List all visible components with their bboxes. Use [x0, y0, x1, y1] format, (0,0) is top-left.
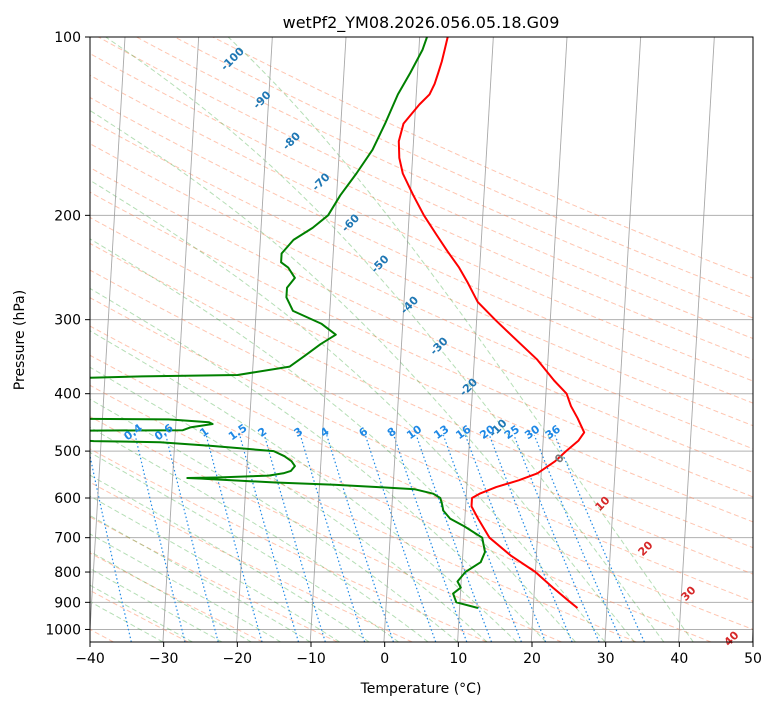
dry-adiabat-line: [90, 53, 753, 361]
x-tick-label: 40: [670, 651, 688, 667]
x-tick-label: 20: [523, 651, 541, 667]
dry-adiabat-line: [90, 481, 413, 642]
mixing-ratio-line: [90, 453, 132, 642]
mixing-ratio-lines: [90, 434, 645, 642]
y-tick-label: 200: [54, 208, 81, 224]
y-axis-label: Pressure (hPa): [12, 290, 28, 390]
y-tick-label: 400: [54, 387, 81, 403]
mixing-ratio-line: [134, 435, 186, 642]
dry-adiabat-line: [212, 37, 753, 279]
isotherm-line: [604, 37, 642, 642]
moist-adiabats: [90, 37, 694, 642]
moist-adiabat-line: [90, 495, 340, 642]
x-tick-label: 50: [744, 651, 762, 667]
plot-background: [90, 37, 753, 642]
dry-adiabat-line: [90, 242, 753, 549]
y-tick-label: 300: [54, 313, 81, 329]
y-tick-label: 800: [54, 565, 81, 581]
dry-adiabat-line: [90, 191, 753, 498]
mixing-ratio-line: [263, 435, 326, 642]
mixing-ratio-line: [554, 434, 645, 642]
mixing-ratio-line: [364, 435, 437, 642]
mixing-ratio-line: [513, 434, 600, 642]
mixing-ratio-line: [393, 435, 468, 642]
mixing-ratio-line: [326, 435, 394, 642]
x-tick-label: −40: [75, 651, 105, 667]
moist-adiabat-line: [90, 366, 488, 642]
x-tick-label: 10: [449, 651, 467, 667]
x-tick-label: −10: [296, 651, 326, 667]
plot-lines: [90, 37, 753, 642]
x-tick-label: −30: [149, 651, 179, 667]
y-tick-label: 600: [54, 491, 81, 507]
isotherm-line: [162, 37, 200, 642]
moist-adiabat-line: [90, 451, 399, 642]
mixing-ratio-line: [533, 434, 623, 642]
y-axis-ticks: 100 200 300 400 500 600 700 800 900 1000: [45, 30, 90, 638]
moist-adiabat-line: [90, 601, 164, 642]
isotherm-line: [90, 37, 126, 638]
chart-title: wetPf2_YM08.2026.056.05.18.G09: [283, 13, 560, 33]
moist-adiabat-line: [90, 238, 576, 642]
dry-adiabat-line: [90, 516, 338, 642]
x-tick-label: −20: [223, 651, 253, 667]
dry-adiabat-line: [90, 297, 753, 602]
mixing-ratio-line: [299, 435, 366, 642]
moist-adiabat-line: [90, 109, 635, 642]
dry-adiabat-line: [98, 37, 753, 340]
sounding-series: [90, 37, 586, 609]
dry-adiabat-line: [90, 143, 753, 450]
isotherm-line: [383, 37, 421, 642]
dry-adiabat-line: [90, 269, 753, 575]
dry-adiabat-line: [90, 119, 753, 427]
mixing-ratio-line: [464, 434, 547, 642]
dry-adiabat-line: [90, 74, 753, 382]
x-tick-label: 30: [597, 651, 615, 667]
dry-adiabat-line: [90, 96, 753, 404]
y-tick-label: 700: [54, 531, 81, 547]
y-tick-label: 500: [54, 444, 81, 460]
mixing-ratio-line: [415, 435, 493, 642]
y-tick-label: 1000: [45, 622, 81, 638]
isotherm-line: [457, 37, 494, 642]
mixing-ratio-line: [488, 434, 573, 642]
y-tick-label: 900: [54, 595, 81, 611]
mixing-ratio-line: [442, 434, 522, 642]
moist-adiabat-line: [227, 37, 694, 642]
isotherm-line: [236, 37, 273, 642]
x-axis-label: Temperature (°C): [360, 681, 482, 697]
moist-adiabat-line: [90, 398, 458, 642]
moist-adiabat-line: [105, 37, 665, 642]
isotherm-line: [530, 37, 568, 642]
dewpoint-profile-line: [90, 37, 486, 609]
x-tick-label: 0: [380, 651, 389, 667]
plot-frame: [89, 36, 754, 643]
isotherm-line: [678, 37, 715, 642]
temperature-profile-line: [397, 37, 586, 609]
dry-adiabat-line: [90, 325, 753, 630]
y-tick-label: 100: [54, 30, 81, 46]
moist-adiabat-line: [90, 474, 370, 642]
moist-adiabat-line: [90, 179, 606, 642]
x-axis-ticks: −40 −30 −20 −10 0 10 20 30 40 50: [75, 642, 762, 667]
